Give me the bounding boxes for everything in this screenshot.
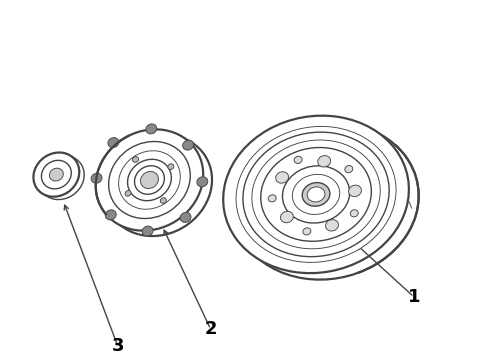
- Ellipse shape: [133, 157, 139, 162]
- Ellipse shape: [119, 151, 180, 209]
- Ellipse shape: [268, 195, 276, 202]
- Ellipse shape: [91, 173, 102, 183]
- Ellipse shape: [325, 220, 339, 231]
- Ellipse shape: [134, 166, 165, 194]
- Ellipse shape: [294, 156, 302, 163]
- Ellipse shape: [180, 212, 191, 222]
- Ellipse shape: [197, 177, 208, 187]
- Ellipse shape: [142, 226, 153, 236]
- Ellipse shape: [127, 159, 172, 201]
- Ellipse shape: [141, 171, 158, 189]
- Ellipse shape: [49, 168, 63, 181]
- Ellipse shape: [348, 185, 362, 197]
- Ellipse shape: [282, 166, 350, 223]
- Ellipse shape: [41, 160, 72, 189]
- Ellipse shape: [146, 124, 157, 134]
- Ellipse shape: [276, 172, 289, 183]
- Ellipse shape: [280, 211, 294, 223]
- Ellipse shape: [33, 153, 79, 197]
- Ellipse shape: [109, 141, 190, 219]
- Ellipse shape: [168, 164, 174, 170]
- Ellipse shape: [105, 210, 116, 220]
- Ellipse shape: [243, 132, 389, 257]
- Ellipse shape: [318, 156, 331, 167]
- Text: 2: 2: [204, 320, 217, 338]
- Ellipse shape: [125, 190, 131, 196]
- Ellipse shape: [183, 140, 194, 150]
- Ellipse shape: [236, 126, 396, 262]
- Ellipse shape: [252, 140, 380, 249]
- Text: 3: 3: [111, 337, 124, 355]
- Ellipse shape: [302, 183, 330, 206]
- Text: 1: 1: [408, 288, 420, 306]
- Ellipse shape: [350, 210, 358, 217]
- Ellipse shape: [293, 174, 340, 215]
- Ellipse shape: [261, 148, 371, 241]
- Ellipse shape: [160, 198, 166, 203]
- Ellipse shape: [303, 228, 311, 235]
- Ellipse shape: [307, 187, 325, 202]
- Ellipse shape: [108, 138, 119, 148]
- Ellipse shape: [345, 166, 353, 173]
- Ellipse shape: [223, 116, 409, 273]
- Ellipse shape: [96, 129, 203, 231]
